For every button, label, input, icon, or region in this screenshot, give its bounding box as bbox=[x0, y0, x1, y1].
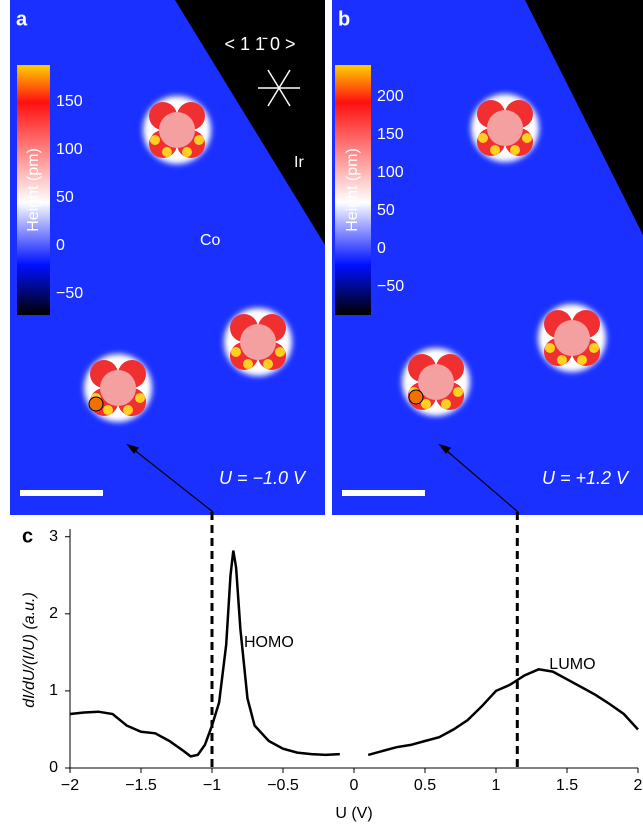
colorbar-tick-label: 50 bbox=[377, 202, 395, 219]
colorbar bbox=[17, 65, 50, 315]
marker-label: LUMO bbox=[549, 656, 595, 673]
colorbar-tick-label: 100 bbox=[377, 164, 404, 181]
panel-label: b bbox=[338, 8, 350, 30]
x-tick-label: −0.5 bbox=[267, 777, 299, 794]
colorbar-tick-label: 150 bbox=[377, 126, 404, 143]
bias-label: U = +1.2 V bbox=[542, 468, 630, 488]
arrows bbox=[126, 443, 519, 513]
molecule bbox=[84, 354, 152, 422]
ir-region bbox=[175, 0, 325, 245]
region-label: Co bbox=[200, 232, 221, 249]
molecule bbox=[471, 94, 539, 162]
y-tick-label: 3 bbox=[49, 528, 58, 545]
x-tick-label: 1 bbox=[492, 777, 501, 794]
panel-a: a < 1 1̄ 0 > Ir Co U = −1.0 V Height (pm… bbox=[10, 0, 325, 515]
y-tick-label: 2 bbox=[49, 605, 58, 622]
tip-position bbox=[88, 396, 104, 412]
colorbar-tick-label: −50 bbox=[56, 285, 83, 302]
direction-star bbox=[258, 69, 300, 107]
bias-label: U = −1.0 V bbox=[219, 468, 307, 488]
molecule bbox=[402, 348, 470, 416]
x-tick-label: 0.5 bbox=[414, 777, 436, 794]
panel-label: c bbox=[22, 525, 33, 547]
colorbar-tick-label: 0 bbox=[377, 240, 386, 257]
colorbar-tick-label: 150 bbox=[56, 93, 83, 110]
x-tick-label: 0 bbox=[350, 777, 359, 794]
orientation: < 1 1̄ 0 > bbox=[224, 34, 295, 54]
x-tick-label: 1.5 bbox=[556, 777, 578, 794]
colorbar-tick-label: −50 bbox=[377, 278, 404, 295]
colorbar bbox=[335, 65, 371, 315]
colorbar-tick-label: 200 bbox=[377, 88, 404, 105]
molecule bbox=[143, 96, 211, 164]
colorbar-tick-label: 0 bbox=[56, 237, 65, 254]
y-tick-label: 0 bbox=[49, 759, 58, 776]
panel-b: b U = +1.2 V Height (pm) bbox=[332, 0, 643, 515]
x-tick-label: 2 bbox=[634, 777, 643, 794]
ir-region bbox=[525, 0, 643, 235]
x-tick-label: −2 bbox=[61, 777, 79, 794]
colorbar-title: Height (pm) bbox=[25, 148, 42, 232]
region-label: Ir bbox=[294, 154, 304, 171]
colorbar-tick-label: 100 bbox=[56, 141, 83, 158]
x-tick-label: −1 bbox=[203, 777, 221, 794]
y-tick-label: 1 bbox=[49, 682, 58, 699]
panel-label: a bbox=[16, 8, 28, 30]
colorbar-title: Height (pm) bbox=[344, 148, 361, 232]
marker-label: HOMO bbox=[244, 634, 294, 651]
x-tick-label: −1.5 bbox=[125, 777, 157, 794]
line bbox=[69, 550, 639, 758]
molecule bbox=[224, 308, 292, 376]
tip-position bbox=[408, 389, 424, 405]
molecule bbox=[538, 304, 606, 372]
scale-bar bbox=[342, 490, 425, 496]
colorbar-tick-label: 50 bbox=[56, 189, 74, 206]
y-axis-label: dI/dU/(I/U) (a.u.) bbox=[21, 592, 38, 708]
x-axis-label: U (V) bbox=[335, 805, 372, 822]
scale-bar bbox=[20, 490, 103, 496]
